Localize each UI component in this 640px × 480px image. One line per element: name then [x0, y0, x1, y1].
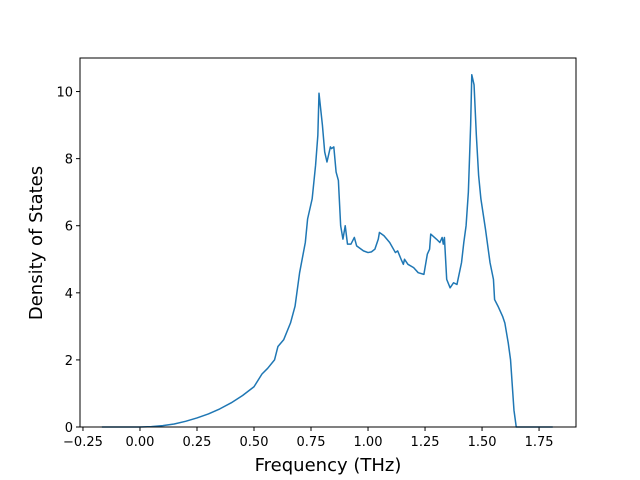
x-tick-label: 1.75	[525, 435, 554, 450]
x-tick-label: 1.50	[468, 435, 497, 450]
y-tick-label: 0	[65, 421, 73, 436]
x-tick-label: −0.25	[63, 435, 103, 450]
x-tick-label: 0.50	[240, 435, 269, 450]
y-tick-label: 10	[56, 86, 73, 101]
x-axis-label: Frequency (THz)	[255, 455, 402, 476]
y-axis-label: Density of States	[26, 166, 47, 320]
plot-frame	[79, 57, 577, 428]
y-tick-label: 8	[65, 153, 73, 168]
x-tick-label: 0.75	[297, 435, 326, 450]
y-tick-label: 4	[65, 287, 73, 302]
y-tick-label: 2	[65, 354, 73, 369]
line-series	[101, 74, 553, 428]
x-tick-label: 1.00	[354, 435, 383, 450]
x-tick-label: 0.25	[183, 435, 212, 450]
x-tick-label: 0.00	[125, 435, 154, 450]
y-tick-label: 6	[65, 220, 73, 235]
x-tick-label: 1.25	[411, 435, 440, 450]
